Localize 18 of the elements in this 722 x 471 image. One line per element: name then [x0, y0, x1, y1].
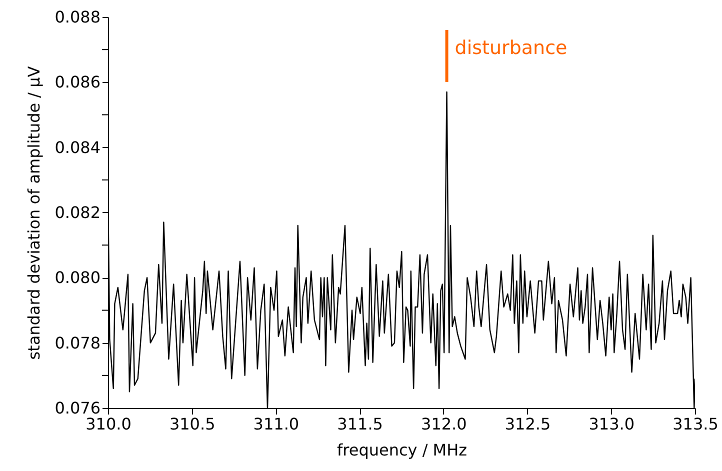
y-tick-label: 0.084 [54, 138, 100, 157]
x-tick-label: 311.0 [253, 414, 300, 434]
y-tick-label: 0.086 [54, 72, 100, 92]
x-tick-label: 310.5 [169, 414, 216, 434]
x-tick-label: 312.0 [421, 414, 467, 434]
x-tick-label: 310.0 [86, 414, 132, 434]
x-tick-label: 313.5 [672, 414, 718, 434]
y-tick-label: 0.088 [54, 8, 100, 26]
x-tick-label: 312.5 [504, 414, 551, 434]
annotation: disturbance [454, 36, 568, 59]
x-tick-label: 311.5 [337, 414, 383, 434]
y-axis-title: standard deviation of amplitude / µV [24, 66, 44, 360]
x-axis-title: frequency / MHz [336, 440, 468, 460]
y-tick-label: 0.076 [54, 398, 100, 418]
y-tick-label: 0.080 [54, 268, 100, 288]
y-tick-label: 0.082 [54, 203, 100, 222]
x-tick-label: 313.0 [588, 414, 635, 434]
y-tick-label: 0.078 [54, 333, 100, 352]
